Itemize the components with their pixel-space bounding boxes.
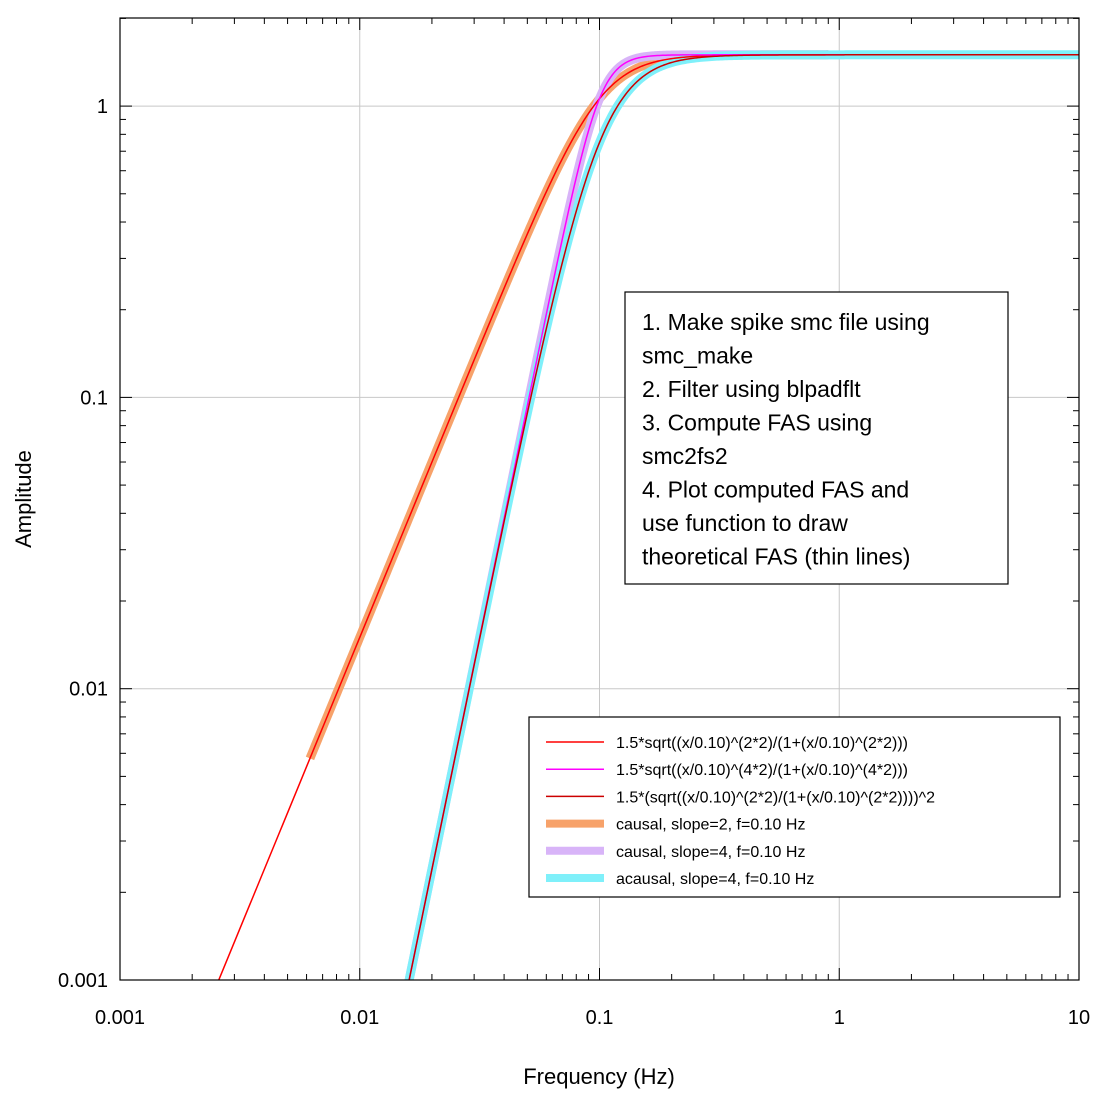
legend: 1.5*sqrt((x/0.10)^(2*2)/(1+(x/0.10)^(2*2… xyxy=(528,716,1061,898)
annotation-box: 1. Make spike smc file using smc_make 2. F… xyxy=(624,291,1009,585)
legend-label: causal, slope=2, f=0.10 Hz xyxy=(616,817,805,834)
legend-label: 1.5*(sqrt((x/0.10)^(2*2)/(1+(x/0.10)^(2*… xyxy=(616,789,935,806)
y-tick-label: 0.001 xyxy=(58,970,108,992)
annotation-line: smc2fs2 xyxy=(642,443,728,469)
legend-entries: 1.5*sqrt((x/0.10)^(2*2)/(1+(x/0.10)^(2*2… xyxy=(546,735,935,888)
annotation-line: 3. Compute FAS using xyxy=(642,410,872,436)
y-axis-label: Amplitude xyxy=(11,450,36,548)
annotation-line: 1. Make spike smc file using xyxy=(642,309,930,335)
x-tick-label: 0.1 xyxy=(586,1007,614,1029)
legend-label: 1.5*sqrt((x/0.10)^(2*2)/(1+(x/0.10)^(2*2… xyxy=(616,735,908,752)
x-tick-labels: 0.001 0.01 0.1 1 10 xyxy=(95,1007,1090,1029)
annotation-line: theoretical FAS (thin lines) xyxy=(642,544,910,570)
legend-label: 1.5*sqrt((x/0.10)^(4*2)/(1+(x/0.10)^(4*2… xyxy=(616,762,908,779)
x-tick-label: 1 xyxy=(834,1007,845,1029)
y-tick-label: 1 xyxy=(97,96,108,118)
annotation-frame xyxy=(624,291,1009,585)
annotation-line: 2. Filter using blpadflt xyxy=(642,376,861,402)
y-tick-labels: 0.001 0.01 0.1 1 xyxy=(58,96,108,992)
legend-frame xyxy=(528,716,1061,898)
y-tick-label: 0.1 xyxy=(80,387,108,409)
annotation-line: use function to draw xyxy=(642,510,848,536)
minor-major-ticks xyxy=(119,17,1080,981)
annotation-line: smc_make xyxy=(642,343,753,369)
legend-label: acausal, slope=4, f=0.10 Hz xyxy=(616,871,814,888)
annotation-line: 4. Plot computed FAS and xyxy=(642,477,909,503)
x-tick-label: 10 xyxy=(1068,1007,1090,1029)
annotation-lines: 1. Make spike smc file using smc_make 2. F… xyxy=(642,309,930,570)
x-axis-label: Frequency (Hz) xyxy=(523,1064,675,1089)
x-tick-label: 0.01 xyxy=(340,1007,379,1029)
x-tick-label: 0.001 xyxy=(95,1007,145,1029)
thin-series-group xyxy=(217,54,1079,980)
legend-label: causal, slope=4, f=0.10 Hz xyxy=(616,844,805,861)
series-line-5 xyxy=(408,54,1079,980)
y-tick-label: 0.01 xyxy=(69,679,108,701)
